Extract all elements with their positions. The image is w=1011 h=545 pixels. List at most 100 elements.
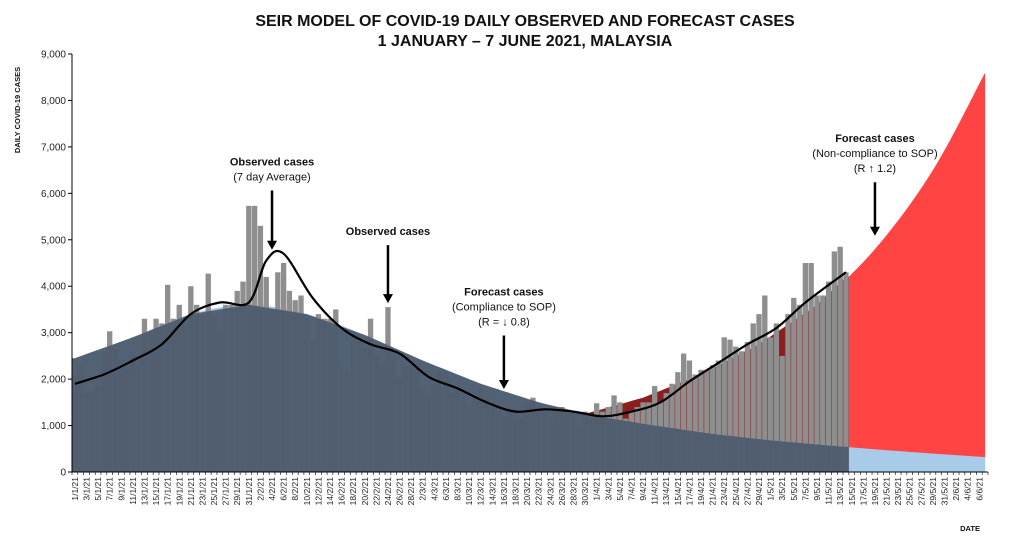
x-tick-label: 16/3/21 — [499, 477, 509, 506]
x-tick-label: 13/1/21 — [140, 477, 150, 506]
x-tick-label: 1/1/21 — [70, 477, 80, 501]
x-tick-label: 30/3/21 — [580, 477, 590, 506]
x-tick-label: 8/3/21 — [453, 477, 463, 501]
x-tick-label: 20/3/21 — [522, 477, 532, 506]
x-tick-label: 2/6/21 — [951, 477, 961, 501]
x-tick-label: 8/2/21 — [290, 477, 300, 501]
observed-bar — [680, 353, 687, 472]
observed-bar — [733, 346, 739, 472]
chart-title-line2: 1 JANUARY – 7 JUNE 2021, MALAYSIA — [378, 33, 673, 50]
annotation-arrow-head — [869, 226, 880, 236]
observed-bar — [669, 383, 675, 472]
x-tick-label: 3/4/21 — [603, 477, 613, 501]
x-tick-label: 21/5/21 — [882, 477, 892, 506]
x-tick-label: 7/1/21 — [105, 477, 115, 501]
observed-period-area — [72, 304, 849, 472]
y-tick-label: 6,000 — [41, 189, 66, 200]
x-tick-label: 28/3/21 — [569, 477, 579, 506]
x-tick-label: 16/2/21 — [337, 477, 347, 506]
observed-bar — [727, 339, 733, 472]
x-tick-label: 29/5/21 — [928, 477, 938, 506]
x-tick-label: 11/1/21 — [128, 477, 138, 505]
annotation-title: Observed cases — [230, 156, 314, 168]
y-tick-label: 7,000 — [41, 142, 66, 153]
observed-bar — [837, 246, 843, 472]
x-tick-label: 20/2/21 — [360, 477, 370, 506]
x-tick-label: 14/2/21 — [325, 477, 335, 506]
x-tick-label: 31/5/21 — [940, 477, 950, 506]
x-tick-label: 2/2/21 — [255, 477, 265, 501]
x-tick-label: 10/3/21 — [464, 477, 474, 506]
seven-day-average-line — [74, 249, 847, 418]
x-tick-label: 15/5/21 — [847, 477, 857, 506]
annotation-title: Forecast cases — [835, 133, 915, 145]
x-tick-label: 17/4/21 — [684, 477, 694, 506]
x-tick-label: 4/2/21 — [267, 477, 277, 501]
y-tick-label: 2,000 — [41, 375, 66, 386]
y-tick-label: 8,000 — [41, 96, 66, 107]
annotation-arrow-head — [498, 380, 509, 390]
observed-bar — [738, 351, 745, 472]
x-tick-label: 13/4/21 — [661, 477, 671, 506]
x-tick-label: 25/5/21 — [905, 477, 915, 506]
x-tick-label: 7/5/21 — [800, 477, 810, 501]
observed-bar — [762, 295, 768, 472]
observed-bar — [767, 337, 774, 472]
observed-bar — [779, 355, 785, 472]
observed-bar — [825, 281, 832, 472]
observed-bar — [791, 297, 797, 472]
x-tick-label: 15/1/21 — [151, 477, 161, 506]
x-tick-label: 25/1/21 — [209, 477, 219, 506]
x-tick-label: 26/3/21 — [557, 477, 567, 506]
annotation-arrow-head — [382, 294, 393, 304]
x-tick-label: 9/1/21 — [116, 477, 126, 501]
observed-bar — [808, 263, 814, 472]
x-tick-label: 13/5/21 — [835, 477, 845, 506]
observed-bar — [675, 372, 681, 472]
x-tick-label: 22/2/21 — [371, 477, 381, 506]
observed-bar — [831, 251, 838, 472]
x-tick-label: 27/4/21 — [742, 477, 752, 506]
x-tick-label: 26/2/21 — [395, 477, 405, 506]
observed-bar — [686, 360, 693, 472]
x-tick-label: 27/1/21 — [221, 477, 231, 506]
observed-bar — [802, 263, 809, 472]
x-tick-label: 11/4/21 — [650, 477, 660, 505]
annotation-title: Observed cases — [346, 226, 430, 238]
annotation-subtitle: (7 day Average) — [233, 171, 310, 183]
observed-bar — [820, 295, 826, 472]
x-tick-label: 25/4/21 — [731, 477, 741, 506]
x-tick-label: 24/3/21 — [545, 477, 555, 506]
x-tick-label: 19/5/21 — [870, 477, 880, 506]
x-tick-label: 4/3/21 — [429, 477, 439, 501]
x-tick-label: 24/2/21 — [383, 477, 393, 506]
x-tick-label: 7/4/21 — [627, 477, 637, 501]
x-tick-label: 6/2/21 — [279, 477, 289, 501]
y-tick-label: 4,000 — [41, 282, 66, 293]
observed-bar — [709, 365, 716, 472]
x-tick-label: 3/1/21 — [82, 477, 92, 501]
annotation-title: Forecast cases — [464, 287, 544, 299]
forecast-noncompliance-area — [585, 72, 986, 472]
annotation-subtitle: (Compliance to SOP) — [452, 302, 556, 314]
observed-bar — [814, 295, 820, 472]
annotation-subtitle: (Non-compliance to SOP) — [812, 148, 937, 160]
x-tick-label: 17/5/21 — [858, 477, 868, 506]
observed-bar — [796, 304, 803, 472]
x-tick-label: 12/2/21 — [313, 477, 323, 506]
x-tick-label: 10/2/21 — [302, 477, 312, 506]
x-axis-label: DATE — [960, 524, 980, 533]
x-tick-label: 23/5/21 — [893, 477, 903, 506]
x-tick-label: 17/1/21 — [163, 477, 173, 506]
x-tick-label: 22/3/21 — [534, 477, 544, 506]
y-tick-label: 3,000 — [41, 328, 66, 339]
x-tick-label: 3/5/21 — [777, 477, 787, 501]
chart-title-line1: SEIR MODEL OF COVID-19 DAILY OBSERVED AN… — [255, 13, 795, 30]
x-tick-label: 9/4/21 — [638, 477, 648, 501]
observed-bar — [692, 374, 698, 472]
x-tick-label: 9/5/21 — [812, 477, 822, 501]
observed-bar — [756, 314, 762, 472]
x-tick-label: 6/3/21 — [441, 477, 451, 501]
observed-bar — [698, 369, 704, 472]
x-tick-label: 5/5/21 — [789, 477, 799, 501]
